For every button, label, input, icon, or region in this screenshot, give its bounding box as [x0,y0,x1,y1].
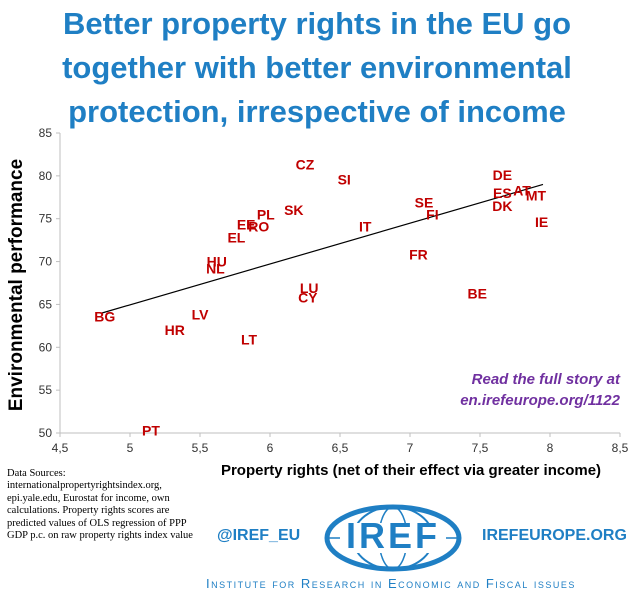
x-tick-label: 7,5 [472,441,489,455]
point-label-mt: MT [526,188,547,204]
point-label-el: EL [227,230,245,246]
x-tick-label: 8 [547,441,554,455]
story-link[interactable]: Read the full story at en.irefeurope.org… [410,369,620,411]
point-label-ee: EE [237,217,256,233]
y-tick-label: 55 [39,383,53,397]
y-tick-label: 85 [39,126,53,140]
chart-title: Better property rights in the EU go toge… [0,2,634,134]
point-label-fr: FR [409,247,428,263]
story-line-1: Read the full story at [471,371,620,388]
point-label-lv: LV [192,307,210,323]
point-label-pl: PL [257,206,275,222]
point-label-at: AT [513,182,531,198]
y-tick-label: 50 [39,426,53,440]
point-label-nl: NL [206,260,225,276]
point-label-se: SE [415,194,434,210]
point-label-ro: RO [248,218,269,234]
point-label-lt: LT [241,332,258,348]
point-label-de: DE [493,167,512,183]
y-tick-label: 80 [39,169,53,183]
iref-logo-globe-icon [324,504,462,572]
point-label-it: IT [359,218,372,234]
title-line-2: together with better environmental [62,50,572,85]
point-label-hu: HU [207,254,227,270]
point-label-lu: LU [300,280,319,296]
chart-axes: 4,5 5 5,5 6 6,5 7 7,5 8 8,5 50 55 60 65 70 75 80 85 [39,126,629,455]
point-label-fi: FI [426,206,438,222]
point-label-es: ES [493,185,512,201]
point-label-be: BE [467,285,486,301]
twitter-handle[interactable]: @IREF_EU [217,527,301,544]
x-tick-label: 8,5 [612,441,629,455]
y-tick-label: 70 [39,255,53,269]
y-tick-label: 65 [39,297,53,311]
point-label-sk: SK [284,202,303,218]
x-tick-label: 4,5 [52,441,69,455]
y-tick-label: 75 [39,212,53,226]
story-url[interactable]: en.irefeurope.org/1122 [460,392,620,409]
institute-name: Institute for Research in Economic and F… [206,576,576,591]
x-tick-label: 5,5 [192,441,209,455]
data-sources-note: Data Sources: internationalpropertyright… [7,468,193,542]
point-label-hr: HR [165,322,185,338]
trendline [101,183,544,314]
x-axis-label: Property rights (net of their effect via… [220,462,602,479]
x-tick-label: 6 [267,441,274,455]
point-label-ie: IE [535,214,548,230]
x-tick-label: 7 [407,441,414,455]
website-link[interactable]: IREFEUROPE.ORG [482,527,627,544]
x-tick-label: 5 [127,441,134,455]
logo-text: IREF [345,515,440,556]
title-line-1: Better property rights in the EU go [62,6,572,41]
point-label-si: SI [338,171,351,187]
point-label-cy: CY [298,290,318,306]
y-tick-label: 60 [39,340,53,354]
x-tick-label: 6,5 [332,441,349,455]
point-label-pt: PT [142,422,160,438]
point-label-cz: CZ [296,157,315,173]
title-line-3: protection, irrespective of income [68,94,566,129]
trendline-group [101,183,544,314]
point-label-bg: BG [94,308,115,324]
y-axis-label: Environmental performance [6,158,27,412]
point-label-dk: DK [492,198,512,214]
scatter-chart: 4,5 5 5,5 6 6,5 7 7,5 8 8,5 50 55 60 65 70 75 80 85 CZ SI… [39,126,629,455]
